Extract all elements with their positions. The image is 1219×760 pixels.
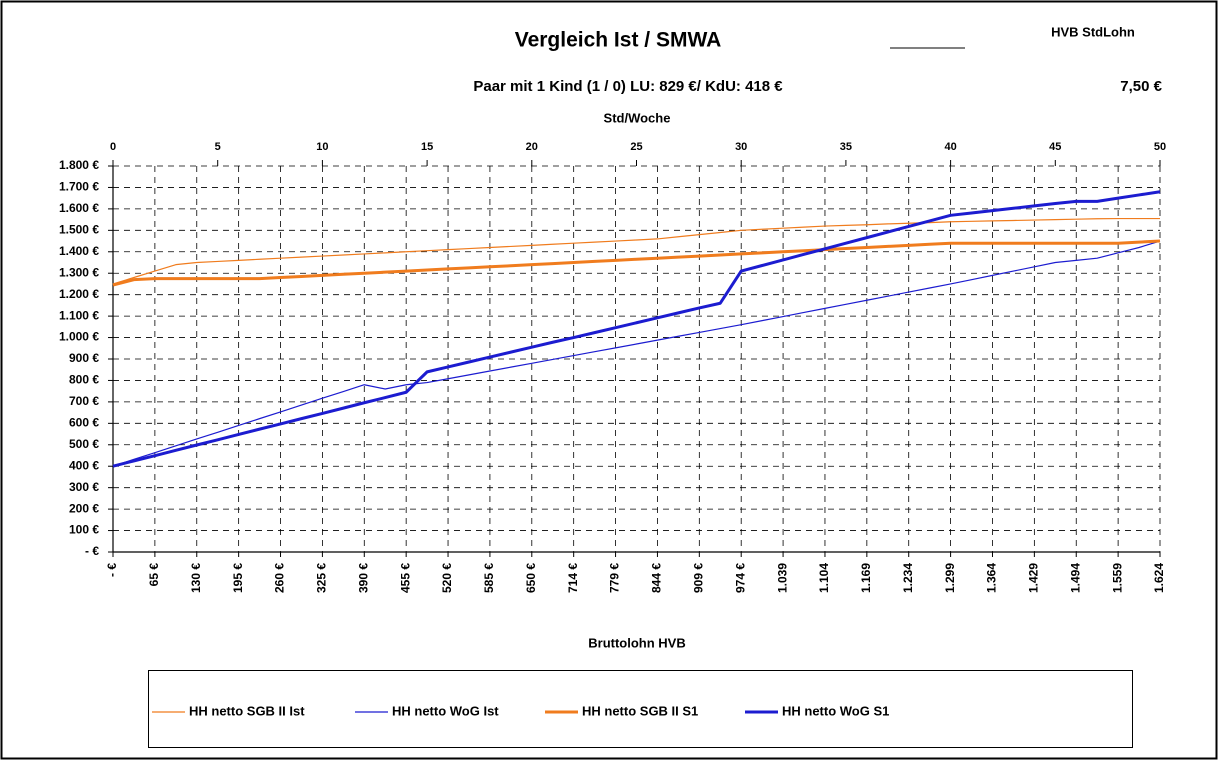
x2-axis-title: Bruttolohn HVB	[588, 635, 685, 650]
series-line	[112, 190, 1161, 468]
x2-tick-label: 1.429	[1027, 563, 1041, 593]
y-tick-label: 1.400 €	[59, 244, 99, 258]
chart-title: Vergleich Ist / SMWA	[515, 29, 722, 52]
x2-tick-label: 130 €	[189, 563, 203, 593]
x2-tick-label: 779 €	[608, 563, 622, 593]
x2-tick-label: 974 €	[733, 563, 747, 593]
y-tick-label: 1.000 €	[59, 330, 99, 344]
y-tick-label: 700 €	[69, 394, 99, 408]
legend-box	[148, 670, 1133, 748]
x-tick-label: 15	[421, 141, 433, 153]
x2-tick-label: 195 €	[231, 563, 245, 593]
x2-tick-label: 260 €	[273, 563, 287, 593]
x2-tick-label: 65 €	[147, 563, 161, 587]
x2-tick-label: 1.104	[817, 563, 831, 593]
y-tick-label: 1.200 €	[59, 287, 99, 301]
x2-tick-label: - €	[105, 563, 119, 577]
x2-tick-label: 714 €	[566, 563, 580, 593]
wage-label: 7,50 €	[1120, 78, 1162, 95]
x2-tick-label: 325 €	[315, 563, 329, 593]
chart-subtitle: Paar mit 1 Kind (1 / 0) LU: 829 €/ KdU: …	[473, 78, 783, 95]
x-tick-label: 40	[944, 141, 956, 153]
x-tick-label: 25	[630, 141, 642, 153]
x2-tick-label: 1.169	[859, 563, 873, 593]
y-tick-label: 1.300 €	[59, 265, 99, 279]
y-tick-label: 1.500 €	[59, 223, 99, 237]
y-tick-label: 600 €	[69, 416, 99, 430]
x2-tick-label: 1.234	[901, 563, 915, 593]
x-tick-label: 45	[1049, 141, 1061, 153]
y-tick-label: 1.100 €	[59, 308, 99, 322]
x2-tick-label: 1.299	[943, 563, 957, 593]
y-tick-label: 200 €	[69, 501, 99, 515]
x2-tick-label: 650 €	[524, 563, 538, 593]
x-tick-label: 35	[840, 141, 852, 153]
y-tick-label: 1.800 €	[59, 158, 99, 172]
x2-tick-label: 520 €	[440, 563, 454, 593]
y-tick-label: 1.700 €	[59, 180, 99, 194]
y-tick-label: 100 €	[69, 523, 99, 537]
y-tick-label: 900 €	[69, 351, 99, 365]
x-tick-label: 10	[316, 141, 328, 153]
x-tick-label: 0	[110, 141, 116, 153]
y-tick-label: 500 €	[69, 437, 99, 451]
x2-tick-label: 455 €	[398, 563, 412, 593]
x2-tick-label: 1.624	[1152, 563, 1166, 593]
y-tick-label: 300 €	[69, 480, 99, 494]
x2-tick-label: 390 €	[356, 563, 370, 593]
series-line	[112, 240, 1161, 467]
y-tick-label: 400 €	[69, 458, 99, 472]
y-tick-label: 800 €	[69, 373, 99, 387]
x-axis-title: Std/Woche	[604, 110, 671, 125]
x-tick-label: 5	[215, 141, 221, 153]
x2-tick-label: 1.494	[1068, 563, 1082, 593]
x2-tick-label: 1.559	[1110, 563, 1124, 593]
series-line	[112, 239, 1161, 287]
x2-tick-label: 844 €	[650, 563, 664, 593]
legend-label: HH netto SGB II S1	[582, 703, 698, 718]
legend-label: HH netto WoG S1	[782, 703, 889, 718]
legend-label: HH netto WoG Ist	[392, 703, 499, 718]
y-tick-label: - €	[85, 544, 99, 558]
x-tick-label: 50	[1154, 141, 1166, 153]
x2-tick-label: 909 €	[691, 563, 705, 593]
series-line	[112, 217, 1160, 285]
x2-tick-label: 1.039	[775, 563, 789, 593]
x2-tick-label: 585 €	[482, 563, 496, 593]
legend-label: HH netto SGB II Ist	[189, 703, 305, 718]
x2-tick-label: 1.364	[985, 563, 999, 593]
x-tick-label: 20	[526, 141, 538, 153]
y-tick-label: 1.600 €	[59, 201, 99, 215]
x-tick-label: 30	[735, 141, 747, 153]
corner-label: HVB StdLohn	[1051, 24, 1135, 39]
